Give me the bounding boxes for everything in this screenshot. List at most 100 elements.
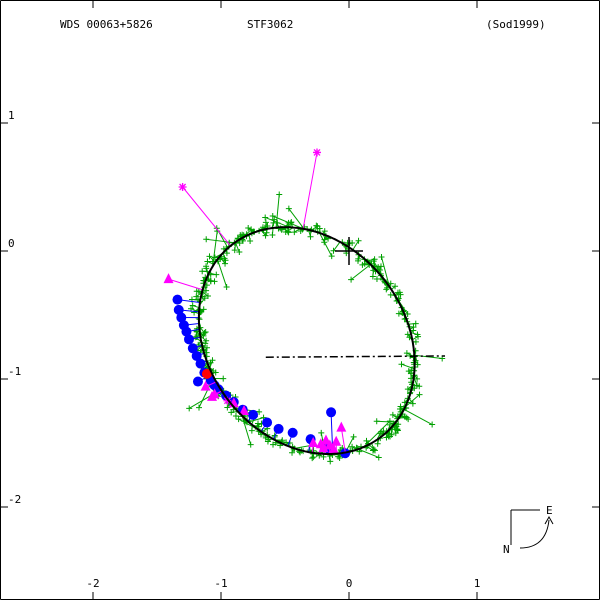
micrometer-point	[383, 434, 390, 441]
micrometer-point	[289, 449, 296, 456]
speckle-residual	[340, 427, 346, 453]
micrometer-point	[202, 340, 209, 347]
micrometer-point	[403, 350, 410, 357]
micrometer-residual	[404, 394, 420, 408]
interferometric-point	[192, 376, 203, 387]
micrometer-point	[412, 338, 419, 345]
micrometer-residual	[261, 428, 268, 433]
micrometer-point	[348, 276, 355, 283]
micrometer-point	[209, 357, 216, 364]
micrometer-point	[256, 408, 263, 415]
micrometer-point	[350, 433, 357, 440]
micrometer-point	[211, 278, 218, 285]
micrometer-point	[204, 293, 211, 300]
micrometer-point	[191, 309, 198, 316]
micrometer-residual	[381, 256, 390, 287]
micrometer-point	[318, 429, 325, 436]
micrometer-point	[204, 258, 211, 265]
micrometer-point	[189, 302, 196, 309]
speckle-point	[200, 380, 211, 391]
speckle-asterisk-residual	[302, 152, 318, 229]
micrometer-point	[287, 219, 294, 226]
micrometer-point	[265, 436, 272, 443]
micrometer-point	[235, 416, 242, 423]
micrometer-point	[247, 441, 254, 448]
x-tick-label: -1	[214, 577, 227, 590]
micrometer-residual	[216, 259, 228, 288]
micrometer-point	[371, 256, 378, 263]
micrometer-point	[213, 271, 220, 278]
micrometer-residual	[403, 408, 433, 425]
micrometer-point	[220, 375, 227, 382]
micrometer-point	[416, 391, 423, 398]
speckle-point	[328, 443, 339, 454]
micrometer-point	[407, 370, 414, 377]
hipparcos-point	[201, 368, 212, 379]
x-tick-label: 0	[346, 577, 353, 590]
micrometer-point	[309, 455, 316, 462]
micrometer-point	[232, 413, 239, 420]
micrometer-point	[395, 310, 402, 317]
micrometer-point	[369, 273, 376, 280]
micrometer-point	[409, 400, 416, 407]
micrometer-point	[398, 361, 405, 368]
micrometer-point	[248, 427, 255, 434]
micrometer-residual	[260, 229, 266, 236]
micrometer-point	[394, 426, 401, 433]
micrometer-point	[279, 437, 286, 444]
micrometer-point	[262, 219, 269, 226]
speckle-point	[318, 442, 329, 453]
micrometer-residual	[319, 232, 333, 257]
micrometer-point	[262, 214, 269, 221]
micrometer-residual	[412, 336, 419, 341]
micrometer-point	[383, 286, 390, 293]
micrometer-point	[355, 237, 362, 244]
micrometer-point	[206, 253, 213, 260]
micrometer-point	[222, 257, 229, 264]
speckle-point	[207, 390, 218, 401]
micrometer-point	[412, 320, 419, 327]
y-tick-label: 1	[8, 109, 15, 122]
micrometer-point	[212, 369, 219, 376]
interferometric-point	[187, 343, 198, 354]
primary-star-cross-icon	[335, 237, 363, 265]
micrometer-point	[203, 265, 210, 272]
micrometer-point	[247, 237, 254, 244]
micrometer-point	[374, 440, 381, 447]
wds-id-label: WDS 00063+5826	[60, 18, 153, 31]
measurement-points	[163, 148, 446, 465]
micrometer-residual	[401, 363, 415, 370]
micrometer-residual	[350, 264, 371, 281]
line-of-nodes-path	[265, 355, 446, 358]
micrometer-point	[199, 268, 206, 275]
curved-arrow-icon	[519, 519, 550, 549]
micrometer-point	[327, 458, 334, 465]
micrometer-point	[321, 228, 328, 235]
micrometer-point	[269, 231, 276, 238]
micrometer-point	[262, 232, 269, 239]
micrometer-point	[193, 288, 200, 295]
micrometer-residual	[352, 240, 359, 251]
micrometer-point	[196, 404, 203, 411]
micrometer-point	[223, 284, 230, 291]
micrometer-residual	[376, 420, 396, 423]
micrometer-point	[373, 276, 380, 283]
micrometer-point	[224, 404, 231, 411]
interferometric-point	[262, 417, 273, 428]
micrometer-point	[263, 229, 270, 236]
interferometric-point	[195, 358, 206, 369]
micrometer-point	[349, 443, 356, 450]
micrometer-point	[410, 327, 417, 334]
micrometer-point	[387, 291, 394, 298]
micrometer-point	[375, 454, 382, 461]
micrometer-point	[203, 337, 210, 344]
micrometer-point	[396, 289, 403, 296]
micrometer-point	[285, 205, 292, 212]
speckle-asterisk-residual	[182, 186, 231, 247]
micrometer-point	[223, 250, 230, 257]
speckle-residual	[168, 278, 203, 291]
orbit-ellipse	[197, 226, 416, 455]
reference-label: (Sod1999)	[486, 18, 546, 31]
micrometer-point	[346, 239, 353, 246]
